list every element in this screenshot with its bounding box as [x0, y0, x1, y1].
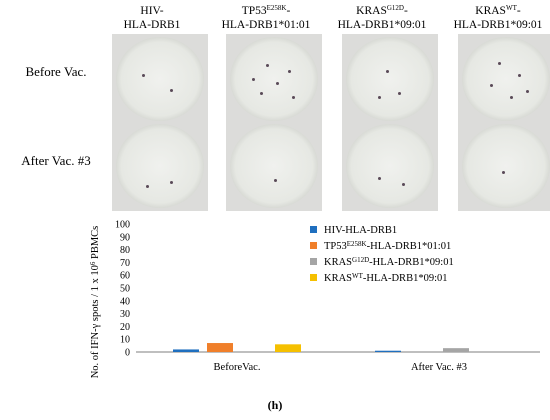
legend-swatch — [310, 258, 317, 265]
column-header-tail: - — [516, 5, 521, 17]
elispot-well-image — [458, 34, 550, 124]
y-tick-label: 90 — [120, 232, 130, 243]
column-header-sup: G12D — [386, 4, 404, 12]
legend-label: KRASG12D-HLA-DRB1*09:01 — [324, 256, 454, 268]
bar — [207, 343, 233, 352]
y-tick-label: 30 — [120, 309, 130, 320]
bar — [443, 348, 469, 352]
column-header-tp53: TP53E258K- HLA-DRB1*01:01 — [206, 4, 326, 32]
y-tick-label: 60 — [120, 271, 130, 282]
bar — [173, 349, 199, 352]
legend-swatch — [310, 242, 317, 249]
y-tick-label: 0 — [125, 348, 130, 359]
column-header-kras-g12d: KRASG12D- HLA-DRB1*09:01 — [322, 4, 442, 32]
elispot-well-image — [112, 34, 208, 124]
column-header-line1: HIV- — [140, 5, 164, 17]
elispot-well-image — [226, 34, 322, 124]
y-tick-label: 50 — [120, 284, 130, 295]
column-header-line2: HLA-DRB1*01:01 — [221, 19, 311, 31]
column-header-line2: HLA-DRB1*09:01 — [337, 19, 427, 31]
elispot-well-image — [458, 121, 550, 211]
column-header-base: KRAS — [356, 5, 387, 17]
legend-label: HIV-HLA-DRB1 — [324, 225, 397, 236]
legend-label: KRASWT-HLA-DRB1*09:01 — [324, 272, 448, 284]
bar — [275, 344, 301, 352]
legend-swatch — [310, 274, 317, 281]
column-header-base: TP53 — [241, 5, 267, 17]
column-header-hiv: HIV- HLA-DRB1 — [92, 4, 212, 32]
y-tick-label: 80 — [120, 245, 130, 256]
column-header-base: KRAS — [475, 5, 506, 17]
column-header-sup: E258K — [266, 4, 287, 12]
y-axis-label: No. of IFN-γ spots / 1 x 106 PBMCs — [89, 226, 101, 379]
column-header-line2: HLA-DRB1*09:01 — [453, 19, 543, 31]
elispot-well-image — [112, 121, 208, 211]
legend-swatch — [310, 226, 317, 233]
y-tick-label: 100 — [115, 220, 130, 231]
y-tick-label: 10 — [120, 335, 130, 346]
elispot-well-image — [342, 121, 438, 211]
spots-bar-chart: No. of IFN-γ spots / 1 x 106 PBMCs 0 10 20… — [89, 220, 540, 379]
figure-caption: (h) — [267, 398, 283, 412]
x-category-label: After Vac. #3 — [411, 362, 467, 373]
y-tick-label: 40 — [120, 296, 130, 307]
column-header-tail: - — [403, 5, 408, 17]
row-label-before: Before Vac. — [25, 64, 87, 79]
bar — [375, 350, 401, 352]
column-header-tail: - — [286, 5, 291, 17]
column-header-kras-wt: KRASWT- HLA-DRB1*09:01 — [438, 4, 550, 32]
column-header-sup: WT — [505, 4, 517, 12]
legend-label: TP53E258K-HLA-DRB1*01:01 — [324, 240, 451, 252]
y-tick-label: 20 — [120, 322, 130, 333]
x-category-label: BeforeVac. — [214, 362, 261, 373]
column-header-line2: HLA-DRB1 — [123, 19, 181, 31]
row-label-after: After Vac. #3 — [21, 153, 91, 168]
y-tick-label: 70 — [120, 258, 130, 269]
elispot-well-image — [342, 34, 438, 124]
elispot-well-image — [226, 121, 322, 211]
